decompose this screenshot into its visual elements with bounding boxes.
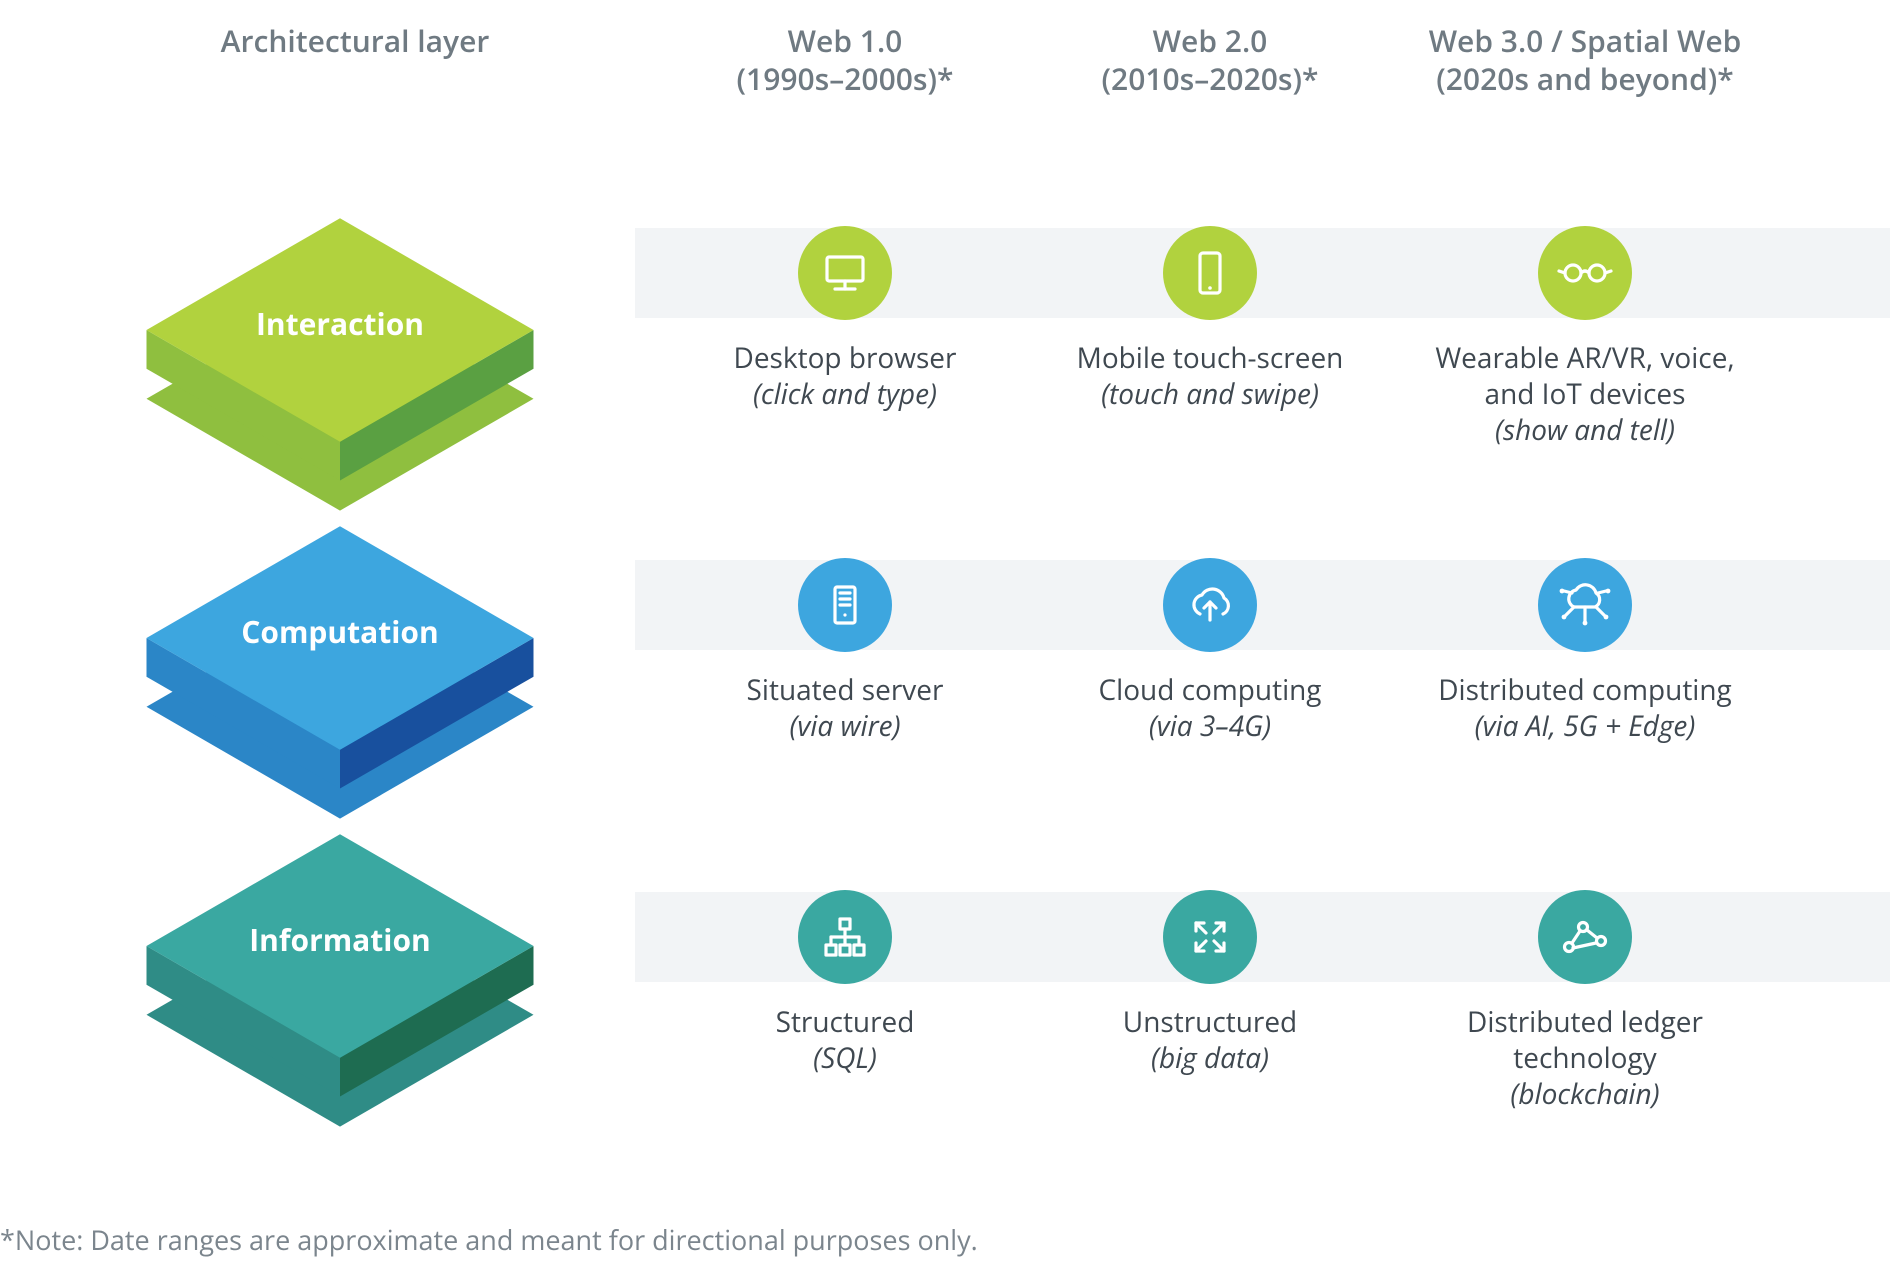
cell-computation-web1: Situated server (via wire) <box>670 558 1020 744</box>
header-web2: Web 2.0 (2010s–2020s)* <box>1020 22 1400 98</box>
cell-sub: (SQL) <box>670 1040 1020 1076</box>
cell-interaction-web3: Wearable AR/VR, voice, and IoT devices (… <box>1410 226 1760 448</box>
header-line2: (1990s–2000s)* <box>655 60 1035 98</box>
cell-sub: (blockchain) <box>1410 1076 1760 1112</box>
cell-sub: (click and type) <box>670 376 1020 412</box>
cloud-up-icon <box>1163 558 1257 652</box>
header-line2: (2020s and beyond)* <box>1395 60 1775 98</box>
header-line1: Web 2.0 <box>1020 22 1400 60</box>
cell-computation-web2: Cloud computing (via 3–4G) <box>1035 558 1385 744</box>
cell-sub: (show and tell) <box>1410 412 1760 448</box>
cell-information-web3: Distributed ledger technology (blockchai… <box>1410 890 1760 1112</box>
layer-tile-information: Information <box>125 731 555 1161</box>
header-architectural-layer: Architectural layer <box>185 22 525 60</box>
header-text: Architectural layer <box>185 22 525 60</box>
layer-stack: Interaction Computation Information <box>30 95 650 1095</box>
expand-icon <box>1163 890 1257 984</box>
graph-icon <box>1538 890 1632 984</box>
footnote: *Note: Date ranges are approximate and m… <box>0 1221 978 1258</box>
header-line1: Web 3.0 / Spatial Web <box>1395 22 1775 60</box>
cell-sub: (via wire) <box>670 708 1020 744</box>
cell-title: Mobile touch-screen <box>1035 340 1385 376</box>
cell-sub: (via 3–4G) <box>1035 708 1385 744</box>
cell-title: Wearable AR/VR, voice, and IoT devices <box>1410 340 1760 412</box>
cell-title: Unstructured <box>1035 1004 1385 1040</box>
cell-title: Desktop browser <box>670 340 1020 376</box>
server-icon <box>798 558 892 652</box>
cloud-dist-icon <box>1538 558 1632 652</box>
header-line2: (2010s–2020s)* <box>1020 60 1400 98</box>
infographic-page: Architectural layer Web 1.0 (1990s–2000s… <box>0 0 1890 1270</box>
cell-interaction-web1: Desktop browser (click and type) <box>670 226 1020 412</box>
cell-sub: (touch and swipe) <box>1035 376 1385 412</box>
cell-computation-web3: Distributed computing (via AI, 5G + Edge… <box>1410 558 1760 744</box>
cell-information-web2: Unstructured (big data) <box>1035 890 1385 1076</box>
header-web3: Web 3.0 / Spatial Web (2020s and beyond)… <box>1395 22 1775 98</box>
cell-title: Distributed computing <box>1410 672 1760 708</box>
header-line1: Web 1.0 <box>655 22 1035 60</box>
hierarchy-icon <box>798 890 892 984</box>
cell-sub: (via AI, 5G + Edge) <box>1410 708 1760 744</box>
header-web1: Web 1.0 (1990s–2000s)* <box>655 22 1035 98</box>
monitor-icon <box>798 226 892 320</box>
cell-title: Situated server <box>670 672 1020 708</box>
cell-interaction-web2: Mobile touch-screen (touch and swipe) <box>1035 226 1385 412</box>
glasses-icon <box>1538 226 1632 320</box>
cell-sub: (big data) <box>1035 1040 1385 1076</box>
cell-information-web1: Structured (SQL) <box>670 890 1020 1076</box>
cell-title: Structured <box>670 1004 1020 1040</box>
phone-icon <box>1163 226 1257 320</box>
cell-title: Distributed ledger technology <box>1410 1004 1760 1076</box>
cell-title: Cloud computing <box>1035 672 1385 708</box>
